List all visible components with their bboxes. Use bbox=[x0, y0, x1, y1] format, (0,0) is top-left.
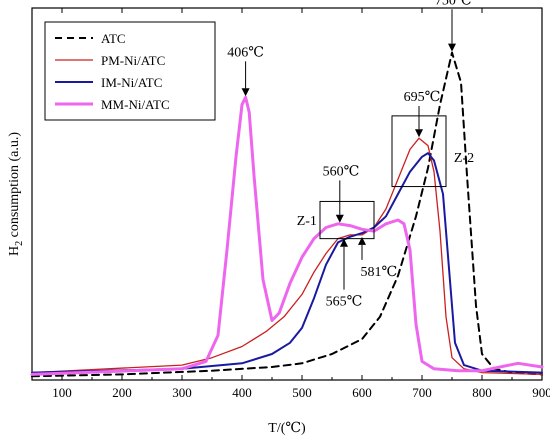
x-tick-label-400: 400 bbox=[232, 385, 252, 400]
annotation-560-arrowhead bbox=[335, 214, 344, 223]
x-tick-label-900: 900 bbox=[532, 385, 550, 400]
zone-label-z-1: Z-1 bbox=[297, 214, 317, 229]
series-line-im-ni-atc bbox=[31, 152, 543, 374]
x-axis-title: T/(℃) bbox=[268, 421, 306, 436]
legend-label-mm-ni-atc: MM-Ni/ATC bbox=[101, 97, 170, 112]
legend-label-pm-ni-atc: PM-Ni/ATC bbox=[101, 53, 165, 68]
legend-label-atc: ATC bbox=[101, 31, 126, 46]
annotation-406-label: 406℃ bbox=[227, 45, 264, 60]
annotation-581-arrowhead bbox=[358, 236, 366, 245]
annotation-565-arrowhead bbox=[340, 238, 348, 247]
x-tick-label-700: 700 bbox=[412, 385, 432, 400]
plot-area: 100 200 300 400 500 600 700 800 900 T/(℃) H2 consu… bbox=[7, 0, 550, 436]
zone-box-z-1 bbox=[319, 200, 375, 240]
annotation-560-label: 560℃ bbox=[323, 164, 360, 179]
x-tick-label-200: 200 bbox=[112, 385, 132, 400]
annotation-695-arrowhead bbox=[415, 129, 423, 138]
annotation-750-label: 750℃ bbox=[435, 0, 472, 8]
y-axis-title: H2 consumption (a.u.) bbox=[7, 132, 25, 256]
legend-label-im-ni-atc: IM-Ni/ATC bbox=[101, 75, 162, 90]
annotation-695-label: 695℃ bbox=[404, 90, 441, 105]
x-tick-label-600: 600 bbox=[352, 385, 372, 400]
series-line-atc bbox=[31, 51, 543, 378]
x-tick-label-800: 800 bbox=[472, 385, 492, 400]
annotation-565-label: 565℃ bbox=[326, 295, 363, 310]
x-tick-label-300: 300 bbox=[172, 385, 192, 400]
annotation-581-label: 581℃ bbox=[360, 265, 397, 280]
plot-frame bbox=[31, 7, 543, 381]
zone-label-z-2: Z-2 bbox=[454, 151, 474, 166]
series-line-mm-ni-atc bbox=[30, 95, 544, 376]
series-line-pm-ni-atc bbox=[31, 137, 543, 376]
annotation-750-arrowhead bbox=[448, 43, 456, 52]
x-tick-label-100: 100 bbox=[52, 385, 72, 400]
x-tick-label-500: 500 bbox=[292, 385, 312, 400]
annotation-406-arrowhead bbox=[241, 88, 250, 97]
